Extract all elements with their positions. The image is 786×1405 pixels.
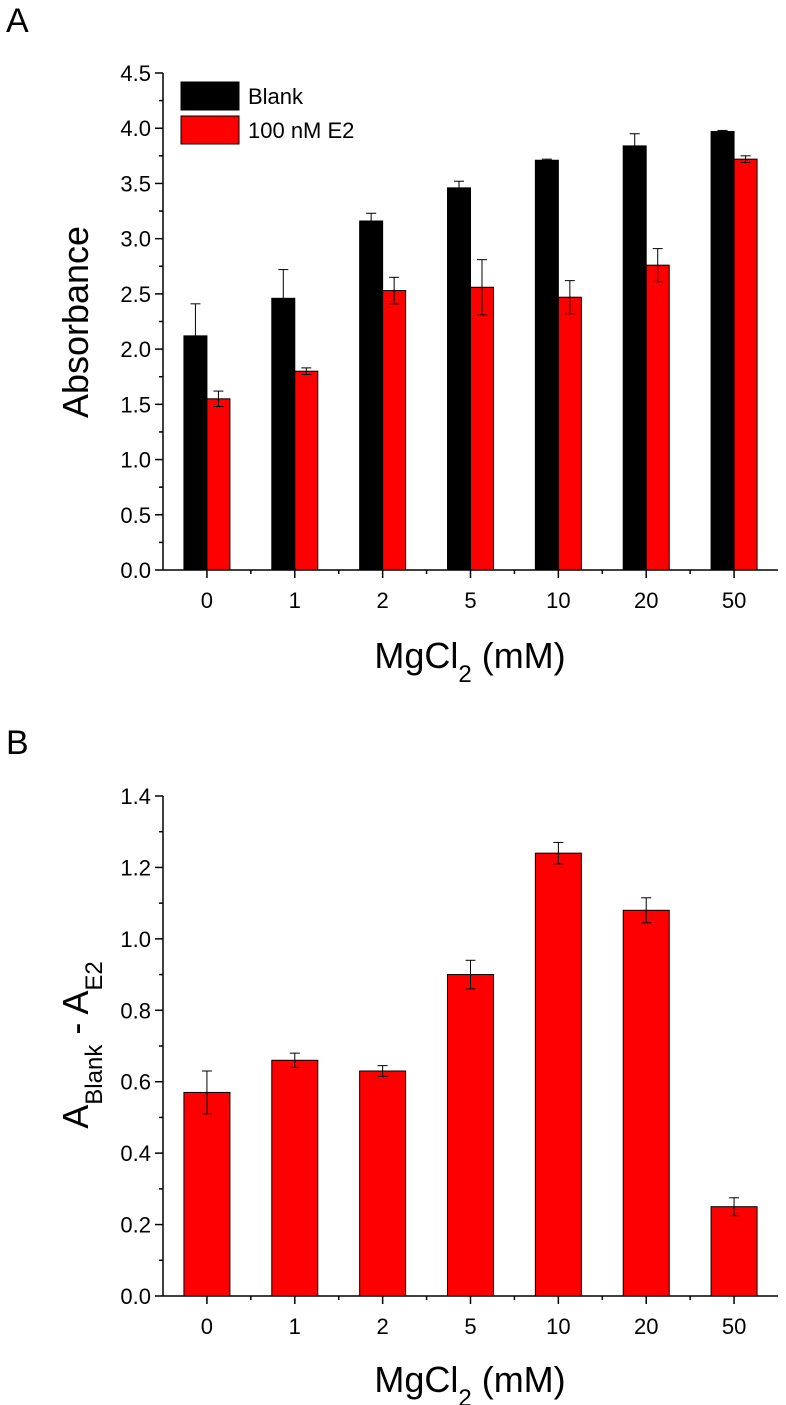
- y-tick-label: 4.5: [120, 61, 151, 86]
- y-tick-label: 0.5: [120, 503, 151, 528]
- panel-label-a: A: [6, 2, 29, 40]
- x-tick-label: 10: [546, 1314, 570, 1339]
- y-tick-label: 0.6: [120, 1070, 151, 1095]
- bar: [645, 264, 670, 571]
- y-tick-label: 1.0: [120, 927, 151, 952]
- y-tick-label: 3.5: [120, 171, 151, 196]
- y-axis-title: ABlank - AE2: [55, 961, 108, 1128]
- bar: [183, 1091, 231, 1297]
- y-tick-label: 1.2: [120, 855, 151, 880]
- bar: [382, 290, 407, 571]
- y-tick-label: 0.2: [120, 1213, 151, 1238]
- y-tick-label: 0.0: [120, 558, 151, 583]
- bar: [733, 158, 758, 571]
- legend-label: Blank: [248, 84, 304, 109]
- x-tick-label: 10: [546, 588, 570, 613]
- bar: [622, 145, 647, 571]
- y-tick-label: 2.0: [120, 337, 151, 362]
- bar: [359, 220, 384, 571]
- x-tick-label: 5: [464, 588, 476, 613]
- x-tick-label: 0: [201, 1314, 213, 1339]
- bar: [470, 286, 494, 571]
- bar: [557, 296, 582, 571]
- x-tick-label: 1: [289, 588, 301, 613]
- legend-label: 100 nM E2: [248, 118, 354, 143]
- bar: [447, 974, 494, 1297]
- y-tick-label: 1.0: [120, 448, 151, 473]
- x-tick-label: 50: [722, 588, 746, 613]
- y-axis-title: Absorbance: [55, 226, 96, 418]
- bar: [534, 852, 582, 1297]
- x-tick-label: 20: [634, 1314, 658, 1339]
- x-tick-label: 5: [464, 1314, 476, 1339]
- x-tick-label: 20: [634, 588, 658, 613]
- y-tick-label: 1.4: [120, 784, 151, 809]
- bar: [183, 335, 208, 571]
- bar: [271, 1059, 319, 1297]
- y-tick-label: 0.0: [120, 1284, 151, 1309]
- y-tick-label: 0.4: [120, 1141, 151, 1166]
- y-tick-label: 2.5: [120, 282, 151, 307]
- y-tick-label: 0.8: [120, 998, 151, 1023]
- x-tick-label: 0: [201, 588, 213, 613]
- panel-label-b: B: [6, 724, 29, 762]
- bar: [534, 159, 559, 571]
- y-tick-label: 3.0: [120, 227, 151, 252]
- bar: [206, 398, 231, 571]
- bar: [294, 370, 319, 571]
- x-tick-label: 50: [722, 1314, 746, 1339]
- chart-difference: 0.0 0.2 0.4 0.6 0.8 1.0 1.2 1.4 0 1 2 5 10 20 50 ABlank…: [55, 784, 778, 1405]
- bar: [271, 297, 296, 571]
- bar: [359, 1070, 407, 1297]
- x-tick-label: 2: [377, 588, 389, 613]
- bar: [622, 909, 670, 1297]
- legend-swatch: [180, 81, 240, 111]
- y-tick-label: 1.5: [120, 392, 151, 417]
- x-axis-title: MgCl2 (mM): [374, 635, 565, 688]
- legend-swatch: [180, 115, 240, 145]
- bar: [447, 187, 471, 571]
- x-tick-label: 1: [289, 1314, 301, 1339]
- bar: [710, 1206, 758, 1297]
- y-tick-label: 4.0: [120, 116, 151, 141]
- x-axis-title: MgCl2 (mM): [374, 1359, 565, 1405]
- x-tick-label: 2: [377, 1314, 389, 1339]
- bar: [710, 131, 735, 571]
- chart-absorbance: 0.0 0.5 1.0 1.5 2.0 2.5 3.0 3.5 4.0 4.5 0 1 2 5 10 20 50…: [55, 61, 778, 688]
